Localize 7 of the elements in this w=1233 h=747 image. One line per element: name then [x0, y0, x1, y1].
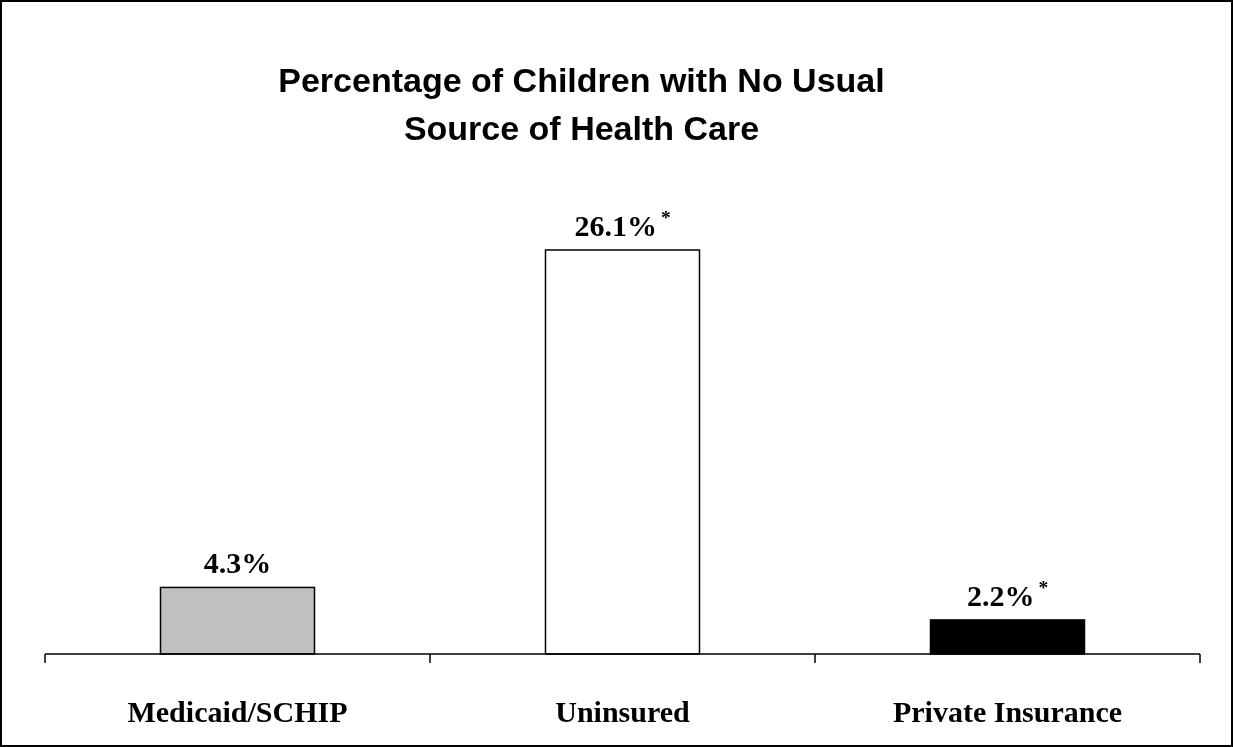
data-label: 26.1%$^{*}$ — [574, 207, 671, 242]
data-label: 4.3% — [203, 546, 272, 580]
x-tick-label: Uninsured — [555, 695, 691, 728]
chart-title: Percentage of Children with No Usual Source of Health Care — [278, 61, 885, 147]
data-label: 2.2%$^{*}$ — [966, 576, 1049, 612]
x-tick-label: Private Insurance — [892, 695, 1123, 728]
x-tick-label: Medicaid/SCHIP — [127, 695, 348, 728]
